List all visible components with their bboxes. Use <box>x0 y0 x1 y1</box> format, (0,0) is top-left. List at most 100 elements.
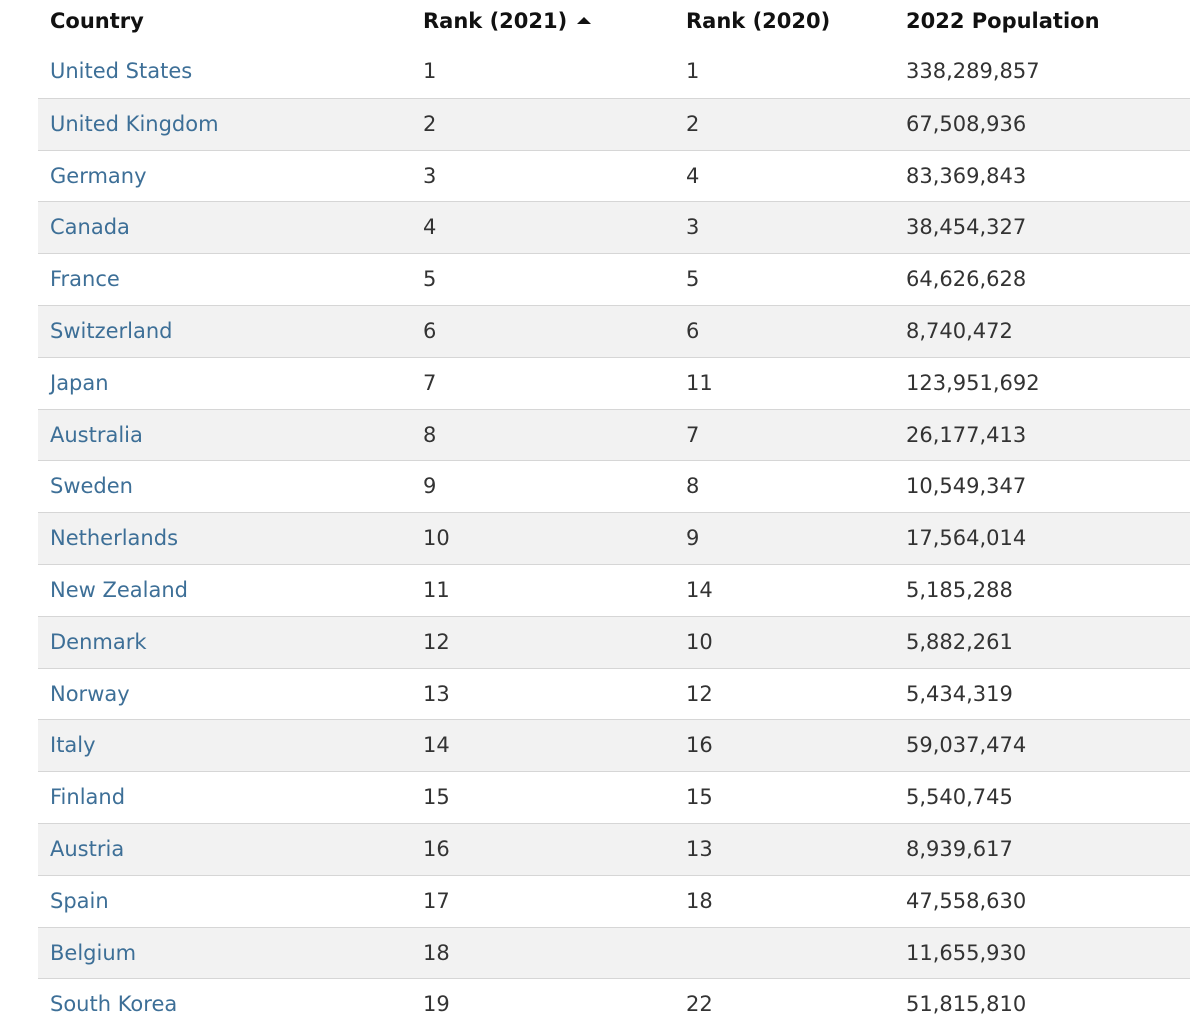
table-cell: 10 <box>423 526 450 551</box>
table-cell: 5,185,288 <box>906 578 1013 602</box>
table-cell: 67,508,936 <box>906 111 1027 136</box>
table-cell: 8,740,472 <box>906 319 1013 343</box>
table-cell: 3 <box>686 215 700 240</box>
country-link[interactable]: Spain <box>50 888 109 913</box>
table-cell: 64,626,628 <box>906 267 1027 292</box>
table-cell: 4 <box>686 163 700 188</box>
country-link[interactable]: United Kingdom <box>50 111 219 136</box>
table-cell: 9 <box>423 474 437 499</box>
table-cell: 11,655,930 <box>906 940 1027 965</box>
table-cell: 6 <box>423 319 437 343</box>
table-row: Netherlands 10 9 17,564,014 <box>38 512 1190 564</box>
table-row: France 5 5 64,626,628 <box>38 253 1190 305</box>
country-link[interactable]: Canada <box>50 215 130 240</box>
country-link[interactable]: United States <box>50 59 193 83</box>
table-cell: 6 <box>686 319 700 343</box>
table-row: Belgium 18 11,655,930 <box>38 926 1190 979</box>
column-header-text: 2022 Population <box>906 9 1100 33</box>
table-row: Spain 17 18 47,558,630 <box>38 874 1190 927</box>
country-link[interactable]: Italy <box>50 733 96 758</box>
table-row: Finland 15 15 5,540,745 <box>38 771 1190 823</box>
country-link[interactable]: South Korea <box>50 992 178 1017</box>
table-cell: 8 <box>423 422 437 447</box>
table-cell: 83,369,843 <box>906 163 1027 188</box>
table-cell: 17 <box>423 888 450 913</box>
table-cell: 10 <box>686 629 713 654</box>
table-cell: 51,815,810 <box>906 992 1027 1017</box>
table-cell: 338,289,857 <box>906 59 1040 83</box>
country-link[interactable]: Netherlands <box>50 526 179 551</box>
country-link[interactable]: Japan <box>50 370 109 395</box>
table-row: United Kingdom 2 2 67,508,936 <box>38 97 1190 150</box>
table-cell: 16 <box>686 733 713 758</box>
sort-arrow <box>577 17 592 24</box>
table-cell: 10,549,347 <box>906 474 1027 499</box>
country-link[interactable]: Australia <box>50 422 143 447</box>
country-link[interactable]: Belgium <box>50 940 137 965</box>
column-header[interactable]: Rank (2020) <box>686 0 830 42</box>
table-cell: 16 <box>423 837 450 861</box>
column-header-text: Country <box>50 9 144 33</box>
table-cell: 19 <box>423 992 450 1017</box>
table-cell: 5,434,319 <box>906 681 1013 706</box>
table-cell: 59,037,474 <box>906 733 1027 758</box>
table-cell: 8 <box>686 474 700 499</box>
column-header[interactable]: Country <box>50 0 144 42</box>
country-link[interactable]: Switzerland <box>50 319 173 343</box>
table-cell: 18 <box>423 940 450 965</box>
table-row: Austria 16 13 8,939,617 <box>38 823 1190 875</box>
country-link[interactable]: Norway <box>50 681 130 706</box>
table-row: New Zealand 11 14 5,185,288 <box>38 564 1190 616</box>
table-cell: 5,540,745 <box>906 785 1013 810</box>
table-cell: 123,951,692 <box>906 370 1040 395</box>
country-link[interactable]: Finland <box>50 785 126 810</box>
table-cell: 7 <box>686 422 700 447</box>
table-cell: 9 <box>686 526 700 551</box>
column-header[interactable]: 2022 Population <box>906 0 1100 42</box>
country-link[interactable]: France <box>50 267 120 292</box>
table-cell: 11 <box>686 370 713 395</box>
table-cell: 13 <box>686 837 713 861</box>
table-header: Country Rank (2021) Rank (2020) 2022 Popula… <box>38 0 1190 46</box>
column-header[interactable]: Rank (2021) <box>423 0 592 42</box>
table-cell: 15 <box>686 785 713 810</box>
table-cell: 12 <box>686 681 713 706</box>
table-row: Japan 7 11 123,951,692 <box>38 356 1190 409</box>
table-row: South Korea 19 22 51,815,810 <box>38 978 1190 1030</box>
table-row: Denmark 12 10 5,882,261 <box>38 615 1190 668</box>
table-cell: 11 <box>423 578 450 602</box>
table-cell: 38,454,327 <box>906 215 1027 240</box>
table-cell: 2 <box>423 111 437 136</box>
table-cell: 14 <box>686 578 713 602</box>
table-cell: 14 <box>423 733 450 758</box>
table-row: Australia 8 7 26,177,413 <box>38 408 1190 461</box>
table-cell: 4 <box>423 215 437 240</box>
country-link[interactable]: Germany <box>50 163 147 188</box>
table-row: Italy 14 16 59,037,474 <box>38 719 1190 772</box>
table-row: Sweden 9 8 10,549,347 <box>38 460 1190 512</box>
table-cell: 47,558,630 <box>906 888 1027 913</box>
table-cell: 5 <box>686 267 700 292</box>
ranking-table: Country Rank (2021) Rank (2020) 2022 Popula… <box>38 0 1190 1030</box>
table-cell: 1 <box>423 59 437 83</box>
table-row: Switzerland 6 6 8,740,472 <box>38 305 1190 357</box>
country-link[interactable]: Denmark <box>50 629 147 654</box>
table-row: Norway 13 12 5,434,319 <box>38 667 1190 720</box>
table-cell: 17,564,014 <box>906 526 1027 551</box>
table-cell: 2 <box>686 111 700 136</box>
column-header-text: Rank (2021) <box>423 9 568 33</box>
table-cell: 18 <box>686 888 713 913</box>
table-row: Germany 3 4 83,369,843 <box>38 149 1190 202</box>
table-cell: 3 <box>423 163 437 188</box>
table-cell: 5,882,261 <box>906 629 1013 654</box>
country-link[interactable]: New Zealand <box>50 578 188 602</box>
table-cell: 13 <box>423 681 450 706</box>
column-header-text: Rank (2020) <box>686 9 831 33</box>
country-link[interactable]: Sweden <box>50 474 133 499</box>
table-cell: 26,177,413 <box>906 422 1027 447</box>
table-cell: 8,939,617 <box>906 837 1013 861</box>
table-cell: 5 <box>423 267 437 292</box>
table-cell: 12 <box>423 629 450 654</box>
country-link[interactable]: Austria <box>50 837 125 861</box>
